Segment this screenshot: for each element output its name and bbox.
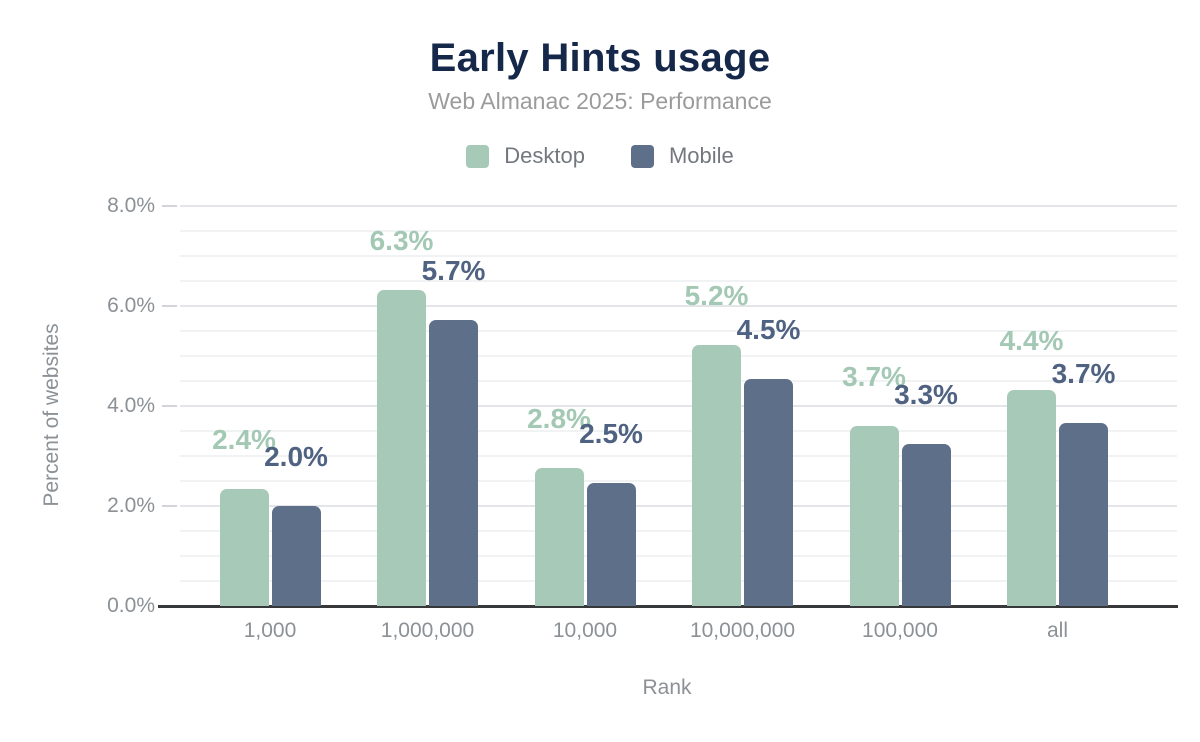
legend: Desktop Mobile (0, 143, 1200, 169)
bar-value-label-desktop: 2.4% (212, 423, 276, 455)
bar-value-label-mobile: 2.5% (579, 418, 643, 449)
chart-subtitle: Web Almanac 2025: Performance (428, 88, 772, 114)
x-category-label: 1,000,000 (380, 619, 475, 642)
minor-gridline (180, 580, 1177, 582)
minor-gridline (180, 230, 1177, 232)
major-gridline (180, 205, 1177, 207)
bar-mobile-1000 (271, 506, 321, 606)
bar-value-label-desktop: 5.2% (684, 280, 749, 311)
legend-swatch-mobile (630, 144, 654, 168)
minor-gridline (180, 330, 1177, 332)
bar-mobile-10000 (586, 483, 636, 606)
bar-value-label-mobile: 2.0% (264, 441, 328, 472)
bar-desktop-1000 (219, 488, 269, 606)
minor-gridline (180, 380, 1177, 382)
major-gridline (180, 405, 1177, 407)
bar-mobile-10000000 (744, 379, 793, 606)
bar-desktop-10000000 (692, 345, 741, 606)
x-category-label: 1,000 (243, 619, 297, 642)
x-category-label: 10,000,000 (689, 619, 796, 642)
bar-value-label-mobile: 5.7% (421, 255, 486, 286)
bar-desktop-1000000 (377, 290, 426, 606)
y-tick-label: 8.0% (107, 194, 155, 217)
legend-label: Desktop (504, 143, 585, 168)
bar-value-label-desktop: 2.8% (527, 403, 591, 434)
x-category-label: 10,000 (552, 619, 618, 642)
y-tick-mark (162, 205, 177, 207)
bar-mobile-1000000 (429, 320, 478, 606)
minor-gridline (180, 255, 1177, 257)
minor-gridline (180, 480, 1177, 482)
y-tick-label: 6.0% (107, 294, 155, 317)
y-tick-mark (162, 405, 177, 407)
x-axis-title: Rank (642, 676, 692, 699)
minor-gridline (180, 355, 1177, 357)
bar-value-label-mobile: 4.5% (736, 314, 801, 345)
bar-value-label-desktop: 3.7% (842, 361, 906, 392)
bar-desktop-100000 (849, 426, 899, 606)
x-category-label: 100,000 (862, 619, 938, 642)
y-tick-label: 0.0% (107, 594, 155, 617)
bar-mobile-all (1059, 423, 1108, 606)
bar-value-label-desktop: 6.3% (369, 225, 434, 256)
legend-item-mobile: Mobile (630, 143, 734, 169)
major-gridline (180, 305, 1177, 307)
legend-label: Mobile (668, 143, 734, 168)
minor-gridline (180, 430, 1177, 432)
bar-desktop-all (1007, 390, 1056, 606)
minor-gridline (180, 280, 1177, 282)
bar-value-label-mobile: 3.3% (894, 379, 958, 410)
minor-gridline (180, 555, 1177, 557)
y-tick-mark (162, 505, 177, 507)
legend-item-desktop: Desktop (466, 143, 585, 169)
y-tick-label: 4.0% (107, 394, 155, 417)
bar-value-label-desktop: 4.4% (999, 325, 1064, 356)
minor-gridline (180, 530, 1177, 532)
major-gridline (180, 505, 1177, 507)
chart-title: Early Hints usage (429, 36, 771, 80)
bar-mobile-100000 (901, 444, 951, 606)
y-tick-mark (162, 305, 177, 307)
minor-gridline (180, 455, 1177, 457)
x-category-label: all (1046, 619, 1069, 642)
legend-swatch-desktop (466, 144, 490, 168)
x-axis-line (158, 605, 1178, 608)
bar-value-label-mobile: 3.7% (1051, 358, 1116, 389)
y-tick-label: 2.0% (107, 494, 155, 517)
bar-desktop-10000 (534, 468, 584, 606)
